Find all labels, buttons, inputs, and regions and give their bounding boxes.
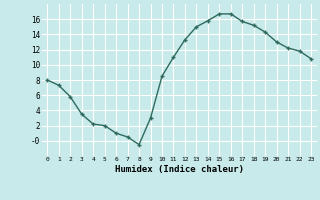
X-axis label: Humidex (Indice chaleur): Humidex (Indice chaleur) bbox=[115, 165, 244, 174]
